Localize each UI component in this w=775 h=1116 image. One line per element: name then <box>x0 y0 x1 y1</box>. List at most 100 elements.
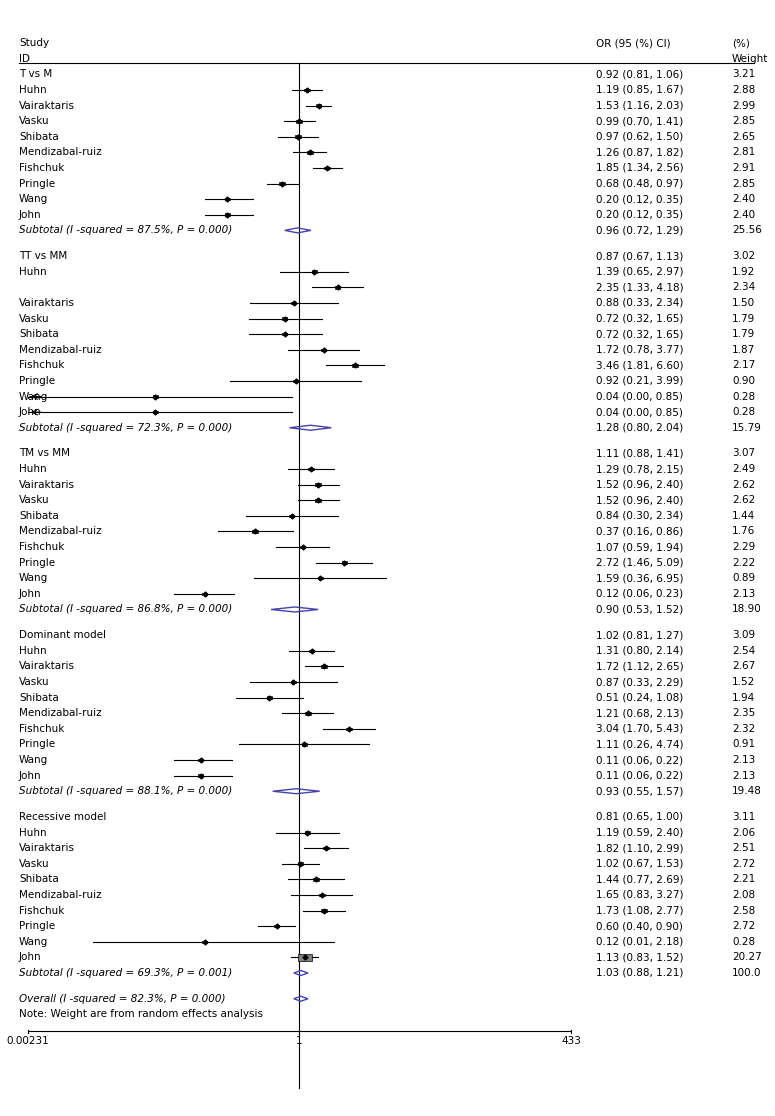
Text: Vasku: Vasku <box>19 116 50 126</box>
Bar <box>291 681 296 683</box>
Text: 0.04 (0.00, 0.85): 0.04 (0.00, 0.85) <box>596 392 683 402</box>
Text: Vairaktaris: Vairaktaris <box>19 662 75 672</box>
Text: 1.52: 1.52 <box>732 677 756 687</box>
Text: 3.09: 3.09 <box>732 631 755 641</box>
Text: Fishchuk: Fishchuk <box>19 360 64 371</box>
Text: 0.37 (0.16, 0.86): 0.37 (0.16, 0.86) <box>596 527 683 537</box>
Text: Pringle: Pringle <box>19 921 55 931</box>
Text: John: John <box>19 771 42 780</box>
Bar <box>282 317 288 320</box>
Text: Mendizabal-ruiz: Mendizabal-ruiz <box>19 889 102 899</box>
Text: 2.72: 2.72 <box>732 859 756 868</box>
Text: Weight: Weight <box>732 54 769 64</box>
Bar <box>274 925 280 927</box>
Bar <box>282 333 288 335</box>
Bar <box>153 411 158 413</box>
Bar <box>298 863 303 865</box>
Text: 0.87 (0.33, 2.29): 0.87 (0.33, 2.29) <box>596 677 683 687</box>
Bar <box>305 712 311 714</box>
Bar <box>295 135 301 138</box>
Text: Fishchuk: Fishchuk <box>19 724 64 734</box>
Text: 2.22: 2.22 <box>732 558 756 568</box>
Text: 0.11 (0.06, 0.22): 0.11 (0.06, 0.22) <box>596 756 683 766</box>
Text: 0.96 (0.72, 1.29): 0.96 (0.72, 1.29) <box>596 225 683 235</box>
Text: 2.06: 2.06 <box>732 828 755 838</box>
Text: Dominant model: Dominant model <box>19 631 106 641</box>
Text: Huhn: Huhn <box>19 646 46 656</box>
Text: 15.79: 15.79 <box>732 423 762 433</box>
Text: 1.87: 1.87 <box>732 345 756 355</box>
Bar <box>300 546 305 548</box>
Text: Mendizabal-ruiz: Mendizabal-ruiz <box>19 345 102 355</box>
Text: 0.11 (0.06, 0.22): 0.11 (0.06, 0.22) <box>596 771 683 780</box>
Text: Vasku: Vasku <box>19 859 50 868</box>
Text: 0.72 (0.32, 1.65): 0.72 (0.32, 1.65) <box>596 314 683 324</box>
Bar <box>315 499 321 501</box>
Bar <box>321 665 326 667</box>
Text: 0.89: 0.89 <box>732 574 755 584</box>
Text: 2.72 (1.46, 5.09): 2.72 (1.46, 5.09) <box>596 558 683 568</box>
Text: 0.90: 0.90 <box>732 376 755 386</box>
Text: Vasku: Vasku <box>19 314 50 324</box>
Text: 2.58: 2.58 <box>732 905 756 915</box>
Text: Fishchuk: Fishchuk <box>19 905 64 915</box>
Text: 1.28 (0.80, 2.04): 1.28 (0.80, 2.04) <box>596 423 683 433</box>
Text: 1.94: 1.94 <box>732 693 756 703</box>
Text: T vs M: T vs M <box>19 69 52 79</box>
Text: Shibata: Shibata <box>19 132 59 142</box>
Text: 1.19 (0.59, 2.40): 1.19 (0.59, 2.40) <box>596 828 683 838</box>
Text: 0.20 (0.12, 0.35): 0.20 (0.12, 0.35) <box>596 210 683 220</box>
Text: 0.90 (0.53, 1.52): 0.90 (0.53, 1.52) <box>596 605 683 615</box>
Text: 1.72 (1.12, 2.65): 1.72 (1.12, 2.65) <box>596 662 684 672</box>
Text: Wang: Wang <box>19 392 48 402</box>
Text: 2.62: 2.62 <box>732 480 756 490</box>
Text: 0.72 (0.32, 1.65): 0.72 (0.32, 1.65) <box>596 329 683 339</box>
Text: John: John <box>19 407 42 417</box>
Text: Shibata: Shibata <box>19 874 59 884</box>
Bar <box>305 831 310 834</box>
Text: Wang: Wang <box>19 194 48 204</box>
Text: 0.51 (0.24, 1.08): 0.51 (0.24, 1.08) <box>596 693 683 703</box>
Text: 1.72 (0.78, 3.77): 1.72 (0.78, 3.77) <box>596 345 683 355</box>
Text: (%): (%) <box>732 38 750 48</box>
Bar <box>225 198 230 201</box>
Text: Recessive model: Recessive model <box>19 812 106 822</box>
Text: 1.19 (0.85, 1.67): 1.19 (0.85, 1.67) <box>596 85 683 95</box>
Bar <box>267 696 272 699</box>
Text: 2.99: 2.99 <box>732 100 756 110</box>
Bar <box>321 348 326 350</box>
Bar <box>319 894 325 896</box>
Bar <box>198 775 203 777</box>
Text: Vairaktaris: Vairaktaris <box>19 298 75 308</box>
Text: 2.34: 2.34 <box>732 282 756 292</box>
Text: 1.79: 1.79 <box>732 329 756 339</box>
Text: OR (95 (%) Cl): OR (95 (%) Cl) <box>596 38 670 48</box>
Bar <box>307 151 312 154</box>
Text: Shibata: Shibata <box>19 693 59 703</box>
Text: 2.88: 2.88 <box>732 85 756 95</box>
Text: 2.85: 2.85 <box>732 116 756 126</box>
Text: 2.17: 2.17 <box>732 360 756 371</box>
Text: ID: ID <box>19 54 30 64</box>
Text: 0.68 (0.48, 0.97): 0.68 (0.48, 0.97) <box>596 179 683 189</box>
Text: 1.29 (0.78, 2.15): 1.29 (0.78, 2.15) <box>596 464 683 474</box>
Text: Vairaktaris: Vairaktaris <box>19 100 75 110</box>
Text: 2.85: 2.85 <box>732 179 756 189</box>
Text: 2.35: 2.35 <box>732 709 756 719</box>
Text: 1.92: 1.92 <box>732 267 756 277</box>
Text: Mendizabal-ruiz: Mendizabal-ruiz <box>19 709 102 719</box>
Text: Subtotal (I -squared = 69.3%, P = 0.001): Subtotal (I -squared = 69.3%, P = 0.001) <box>19 968 232 978</box>
Bar <box>296 119 302 123</box>
Text: 0.28: 0.28 <box>732 407 755 417</box>
Text: Huhn: Huhn <box>19 85 46 95</box>
Text: 1.44 (0.77, 2.69): 1.44 (0.77, 2.69) <box>596 874 683 884</box>
Text: 1.65 (0.83, 3.27): 1.65 (0.83, 3.27) <box>596 889 683 899</box>
Text: 2.13: 2.13 <box>732 771 756 780</box>
Bar <box>308 468 314 470</box>
Text: 19.48: 19.48 <box>732 787 762 796</box>
Text: TT vs MM: TT vs MM <box>19 251 67 261</box>
Text: 1.59 (0.36, 6.95): 1.59 (0.36, 6.95) <box>596 574 683 584</box>
Text: 0.88 (0.33, 2.34): 0.88 (0.33, 2.34) <box>596 298 683 308</box>
Text: Study: Study <box>19 38 49 48</box>
Text: Subtotal (I -squared = 88.1%, P = 0.000): Subtotal (I -squared = 88.1%, P = 0.000) <box>19 787 232 796</box>
